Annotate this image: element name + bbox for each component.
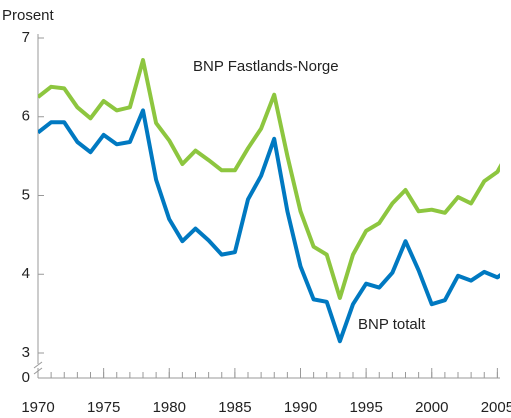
series-line <box>38 108 500 344</box>
y-tick-label: 5 <box>22 186 30 203</box>
axis-break <box>33 361 43 369</box>
x-tick-label: 1990 <box>284 399 317 416</box>
x-tick-label: 2000 <box>415 399 448 416</box>
x-tick-label: 1985 <box>218 399 251 416</box>
x-tick-label: 1975 <box>87 399 120 416</box>
y-tick-label: 4 <box>22 265 30 282</box>
x-tick-label: 1980 <box>153 399 186 416</box>
y-axis-label: Prosent <box>2 7 55 24</box>
x-tick-label: 2005 <box>481 399 511 416</box>
x-tick-label: 1995 <box>349 399 382 416</box>
y-tick-label: 7 <box>22 29 30 46</box>
y-tick-label: 3 <box>22 344 30 361</box>
series-label: BNP Fastlands-Norge <box>193 58 339 75</box>
series-label: BNP totalt <box>358 316 426 333</box>
y-tick-label: 6 <box>22 108 30 125</box>
series-line <box>38 58 500 300</box>
x-tick-label: 1970 <box>21 399 54 416</box>
y-tick-label: 0 <box>22 369 30 386</box>
